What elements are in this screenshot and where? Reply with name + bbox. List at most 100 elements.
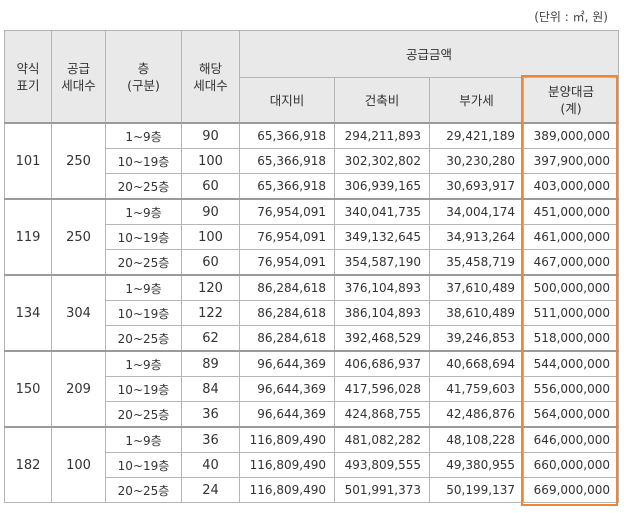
floor-cell: 20~25층: [105, 325, 182, 352]
header-units: 해당 세대수: [181, 30, 240, 124]
unit-note: (단위 : ㎡, 원): [534, 10, 608, 24]
header-floor-line1: 층: [137, 60, 150, 76]
floor-cell: 10~19층: [105, 376, 182, 402]
total-cell: 564,000,000: [522, 401, 620, 428]
table-row: 119 250 1~9층 90 76,954,091 340,041,735 34,004,…: [4, 198, 620, 276]
land-cost-cell: 76,954,091: [239, 249, 335, 276]
supply-units-cell: 100: [51, 426, 106, 503]
vat-cell: 48,108,228: [429, 426, 524, 453]
header-total-line1: 분양대금: [548, 84, 595, 99]
land-cost-cell: 65,366,918: [239, 173, 335, 200]
header-abbr-line1: 약식: [16, 60, 40, 76]
header-total-line2: (계): [560, 101, 582, 116]
table-row: 150 209 1~9층 89 96,644,369 406,686,937 40,668,…: [4, 350, 620, 428]
land-cost-cell: 86,284,618: [239, 300, 335, 326]
units-cell: 84: [181, 376, 240, 402]
header-vat: 부가세: [429, 77, 524, 124]
header-abbr: 약식 표기: [4, 30, 52, 124]
supply-units-cell: 209: [51, 350, 106, 428]
table-row: 10~19층 84 96,644,369 417,596,028 41,759,603 5…: [5, 376, 620, 402]
header-land-cost: 대지비: [239, 77, 335, 124]
table-row: 10~19층 100 65,366,918 302,302,802 30,230,280…: [5, 148, 620, 174]
vat-cell: 39,246,853: [429, 325, 524, 352]
total-cell: 403,000,000: [522, 173, 620, 200]
building-cost-cell: 424,868,755: [334, 401, 430, 428]
building-cost-cell: 392,468,529: [334, 325, 430, 352]
table-row: 20~25층 60 65,366,918 306,939,165 30,693,917 4…: [5, 173, 620, 200]
units-cell: 40: [181, 452, 240, 478]
vat-cell: 30,693,917: [429, 173, 524, 200]
land-cost-cell: 116,809,490: [239, 452, 335, 478]
vat-cell: 49,380,955: [429, 452, 524, 478]
building-cost-cell: 306,939,165: [334, 173, 430, 200]
building-cost-cell: 417,596,028: [334, 376, 430, 402]
table-row: 101 250 1~9층 90 65,366,918 294,211,893 29,421,…: [4, 122, 620, 200]
total-cell: 660,000,000: [522, 452, 620, 478]
units-cell: 100: [181, 224, 240, 250]
total-cell: 461,000,000: [522, 224, 620, 250]
land-cost-cell: 76,954,091: [239, 198, 335, 225]
vat-cell: 37,610,489: [429, 274, 524, 301]
units-cell: 89: [181, 350, 240, 377]
building-cost-cell: 376,104,893: [334, 274, 430, 301]
land-cost-cell: 96,644,369: [239, 350, 335, 377]
type-cell: 182: [4, 426, 52, 503]
vat-cell: 50,199,137: [429, 477, 524, 503]
units-cell: 120: [181, 274, 240, 301]
floor-cell: 20~25층: [105, 477, 182, 503]
header-total: 분양대금 (계): [522, 77, 620, 124]
total-cell: 451,000,000: [522, 198, 620, 225]
units-cell: 36: [181, 401, 240, 428]
building-cost-cell: 386,104,893: [334, 300, 430, 326]
building-cost-cell: 493,809,555: [334, 452, 430, 478]
land-cost-cell: 65,366,918: [239, 122, 335, 149]
floor-cell: 1~9층: [105, 122, 182, 149]
header-abbr-line2: 표기: [16, 77, 40, 93]
type-cell: 119: [4, 198, 52, 276]
table-row: 134 304 1~9층 120 86,284,618 376,104,893 37,610…: [4, 274, 620, 352]
building-cost-cell: 349,132,645: [334, 224, 430, 250]
type-cell: 150: [4, 350, 52, 428]
total-cell: 544,000,000: [522, 350, 620, 377]
land-cost-cell: 116,809,490: [239, 477, 335, 503]
building-cost-cell: 302,302,802: [334, 148, 430, 174]
supply-units-cell: 250: [51, 122, 106, 200]
floor-cell: 10~19층: [105, 148, 182, 174]
floor-cell: 10~19층: [105, 224, 182, 250]
vat-cell: 29,421,189: [429, 122, 524, 149]
total-cell: 389,000,000: [522, 122, 620, 149]
land-cost-cell: 96,644,369: [239, 376, 335, 402]
units-cell: 90: [181, 198, 240, 225]
vat-cell: 35,458,719: [429, 249, 524, 276]
type-cell: 134: [4, 274, 52, 352]
floor-cell: 1~9층: [105, 350, 182, 377]
table-row: 10~19층 100 76,954,091 349,132,645 34,913,264…: [5, 224, 620, 250]
units-cell: 100: [181, 148, 240, 174]
header-supply-line1: 공급: [66, 60, 90, 76]
total-cell: 397,900,000: [522, 148, 620, 174]
building-cost-cell: 481,082,282: [334, 426, 430, 453]
total-cell: 646,000,000: [522, 426, 620, 453]
header-building-cost: 건축비: [334, 77, 430, 124]
header-units-line1: 해당: [198, 60, 222, 76]
table-row: 20~25층 60 76,954,091 354,587,190 35,458,719 4…: [5, 249, 620, 276]
total-cell: 511,000,000: [522, 300, 620, 326]
floor-cell: 20~25층: [105, 249, 182, 276]
type-cell: 101: [4, 122, 52, 200]
vat-cell: 41,759,603: [429, 376, 524, 402]
floor-cell: 20~25층: [105, 173, 182, 200]
building-cost-cell: 406,686,937: [334, 350, 430, 377]
header-supply-line2: 세대수: [61, 77, 96, 93]
units-cell: 60: [181, 173, 240, 200]
units-cell: 60: [181, 249, 240, 276]
land-cost-cell: 65,366,918: [239, 148, 335, 174]
supply-price-table: 약식 표기 공급 세대수 층 (구분) 해당 세대수 공급금액 대지비 건축비 …: [4, 30, 620, 503]
floor-cell: 10~19층: [105, 452, 182, 478]
units-cell: 90: [181, 122, 240, 149]
vat-cell: 40,668,694: [429, 350, 524, 377]
total-cell: 669,000,000: [522, 477, 620, 503]
vat-cell: 42,486,876: [429, 401, 524, 428]
header-supply-amount: 공급금액: [238, 30, 620, 78]
floor-cell: 10~19층: [105, 300, 182, 326]
building-cost-cell: 294,211,893: [334, 122, 430, 149]
